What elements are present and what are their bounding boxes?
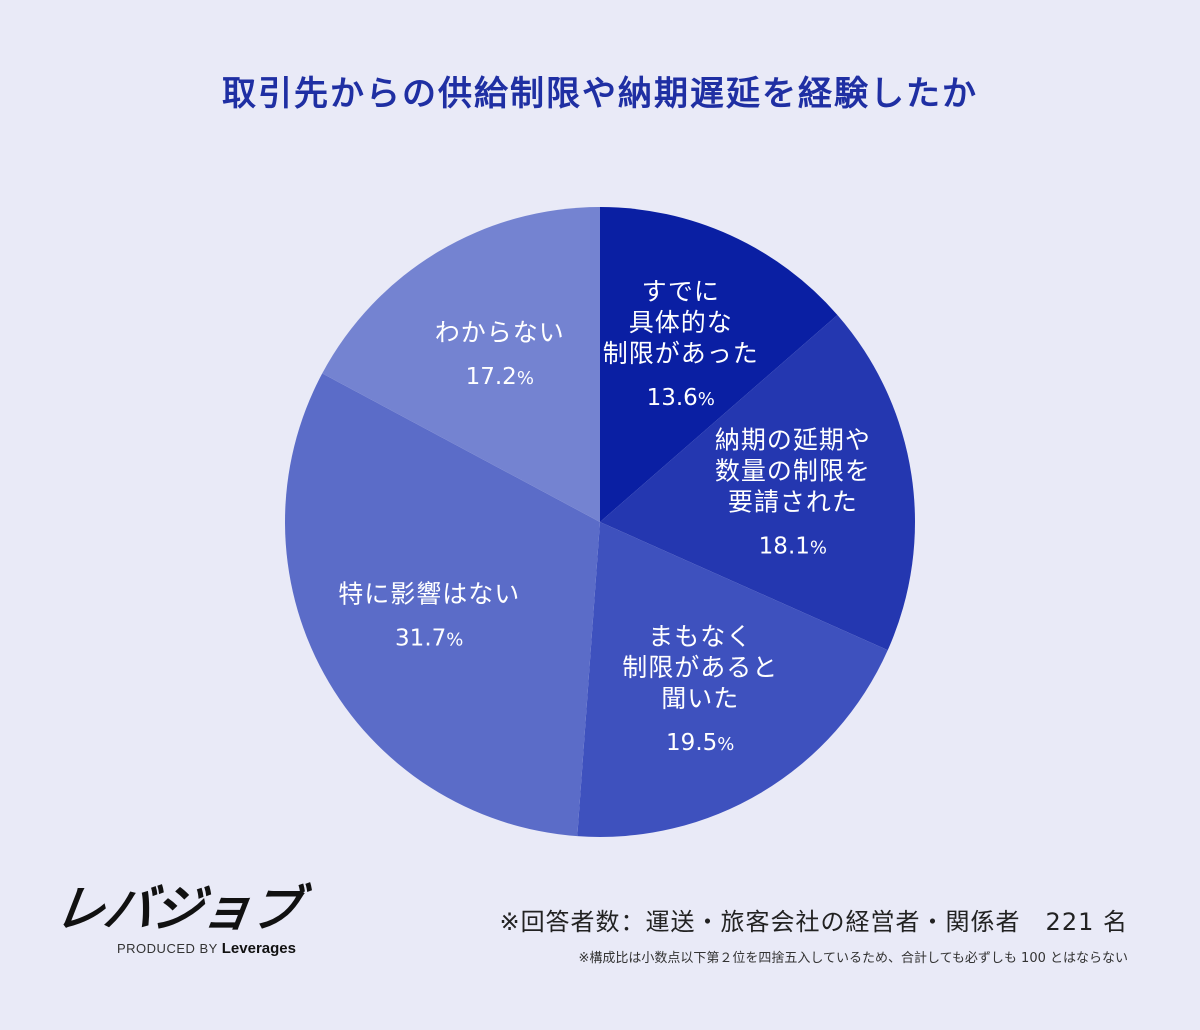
slice-value-2: 19.5% xyxy=(666,730,734,756)
slice-value-0: 13.6% xyxy=(647,385,715,411)
slice-label-1-line-0: 納期の延期や xyxy=(715,426,871,455)
slice-label-0-line-1: 具体的な xyxy=(629,308,733,337)
produced-by-text: PRODUCED BY xyxy=(117,941,218,956)
respondents-note: ※回答者数：運送・旅客会社の経営者・関係者 221 名 xyxy=(499,908,1128,936)
slice-label-2-line-2: 聞いた xyxy=(661,684,739,713)
brand-produced-by: PRODUCED BY Leverages xyxy=(117,940,315,957)
rounding-note: ※構成比は小数点以下第２位を四捨五入しているため、合計しても必ずしも 100 と… xyxy=(578,951,1128,966)
slice-value-3: 31.7% xyxy=(395,626,463,652)
slice-label-3-line-0: 特に影響はない xyxy=(338,580,520,609)
slice-label-0-line-0: すでに xyxy=(642,277,720,306)
pie-slice-1 xyxy=(600,314,916,651)
slice-value-4: 17.2% xyxy=(466,364,534,390)
pie-slice-2 xyxy=(577,522,888,837)
slice-label-2-line-1: 制限があると xyxy=(622,653,778,682)
pie-slice-4 xyxy=(322,207,600,522)
slice-label-4-line-0: わからない xyxy=(435,318,565,347)
slice-label-2-line-0: まもなく xyxy=(648,622,752,651)
pie-slice-0 xyxy=(600,207,838,522)
slice-label-1-line-2: 要請された xyxy=(728,488,858,517)
slice-label-0-line-2: 制限があった xyxy=(603,339,759,368)
slice-value-1: 18.1% xyxy=(759,534,827,560)
brand-logo: レバジョブ PRODUCED BY Leverages xyxy=(51,880,315,957)
slice-label-1-line-1: 数量の制限を xyxy=(715,457,871,486)
brand-logo-text: レバジョブ xyxy=(50,880,305,938)
company-name: Leverages xyxy=(221,940,296,957)
chart-title: 取引先からの供給制限や納期遅延を経験したか xyxy=(222,74,978,114)
pie-slice-3 xyxy=(284,373,600,837)
